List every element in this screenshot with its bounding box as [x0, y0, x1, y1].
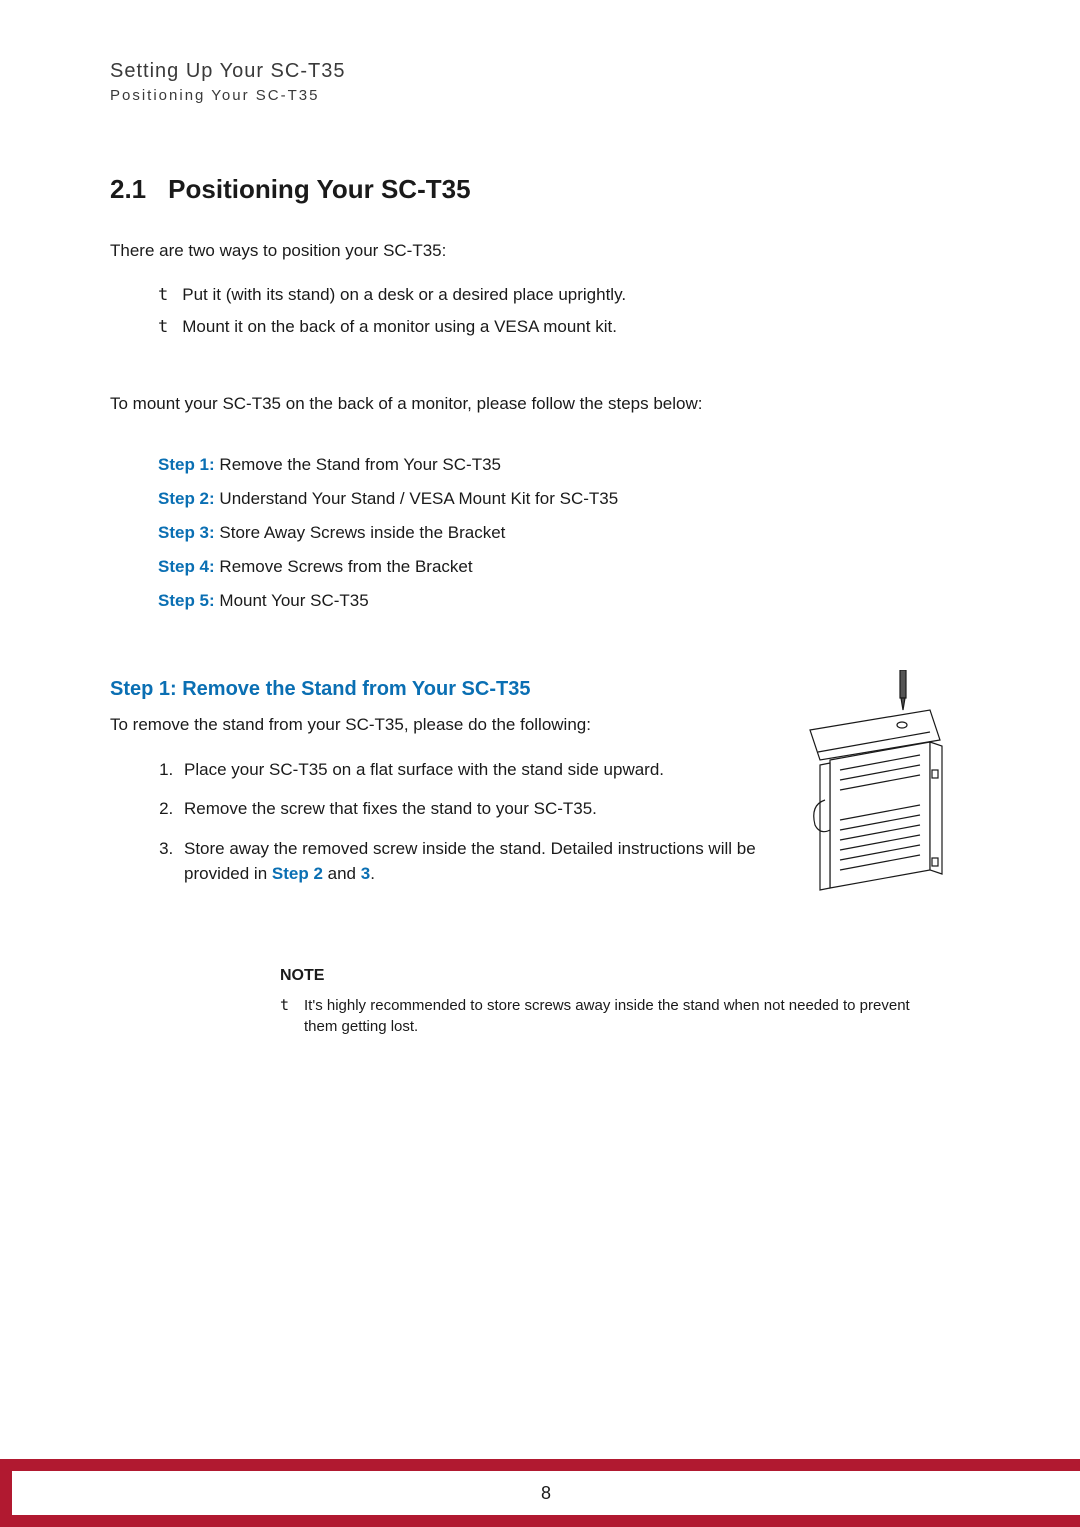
step-label: Step 2: [158, 489, 215, 508]
step-text: Store Away Screws inside the Bracket [215, 523, 506, 542]
step-overview-item: Step 3: Store Away Screws inside the Bra… [158, 516, 970, 550]
step-text: Remove the Stand from Your SC-T35 [215, 455, 501, 474]
list-item: Place your SC-T35 on a flat surface with… [178, 757, 778, 783]
note-box: NOTE It's highly recommended to store sc… [280, 967, 920, 1039]
manual-page: Setting Up Your SC-T35 Positioning Your … [0, 0, 1080, 1527]
list-item: Mount it on the back of a monitor using … [158, 311, 970, 343]
step-label: Step 5: [158, 591, 215, 610]
step-overview-item: Step 4: Remove Screws from the Bracket [158, 550, 970, 584]
mount-intro: To mount your SC-T35 on the back of a mo… [110, 394, 970, 414]
page-number: 8 [541, 1483, 551, 1504]
steps-overview: Step 1: Remove the Stand from Your SC-T3… [158, 448, 970, 618]
list-item: Store away the removed screw inside the … [178, 836, 778, 887]
step-reference-link[interactable]: Step 2 [272, 864, 323, 883]
page-header: Setting Up Your SC-T35 Positioning Your … [110, 60, 970, 104]
section-heading: 2.1 Positioning Your SC-T35 [110, 174, 970, 205]
footer-bar: 8 [0, 1459, 1080, 1527]
text-fragment: and [323, 864, 361, 883]
step-label: Step 4: [158, 557, 215, 576]
step-overview-item: Step 2: Understand Your Stand / VESA Mou… [158, 482, 970, 516]
footer-inner: 8 [12, 1471, 1080, 1515]
section-title: Positioning Your SC-T35 [168, 174, 470, 204]
step-text: Mount Your SC-T35 [215, 591, 369, 610]
chapter-title: Setting Up Your SC-T35 [110, 60, 970, 83]
intro-text: There are two ways to position your SC-T… [110, 241, 970, 261]
step-overview-item: Step 1: Remove the Stand from Your SC-T3… [158, 448, 970, 482]
section-number: 2.1 [110, 174, 146, 205]
text-fragment: . [370, 864, 375, 883]
note-title: NOTE [280, 967, 920, 985]
step-text: Understand Your Stand / VESA Mount Kit f… [215, 489, 619, 508]
chapter-subtitle: Positioning Your SC-T35 [110, 87, 970, 104]
device-line-art-icon [780, 670, 960, 900]
step-text: Remove Screws from the Bracket [215, 557, 473, 576]
list-item: Remove the screw that fixes the stand to… [178, 796, 778, 822]
device-illustration [780, 670, 960, 900]
positioning-options-list: Put it (with its stand) on a desk or a d… [158, 279, 970, 344]
step-label: Step 3: [158, 523, 215, 542]
list-item: Put it (with its stand) on a desk or a d… [158, 279, 970, 311]
step-reference-link[interactable]: 3 [361, 864, 370, 883]
note-body: It's highly recommended to store screws … [280, 995, 920, 1039]
step1-instructions: Place your SC-T35 on a flat surface with… [178, 757, 778, 887]
text-fragment: Store away the removed screw inside the … [184, 839, 756, 884]
step-label: Step 1: [158, 455, 215, 474]
step-overview-item: Step 5: Mount Your SC-T35 [158, 584, 970, 618]
